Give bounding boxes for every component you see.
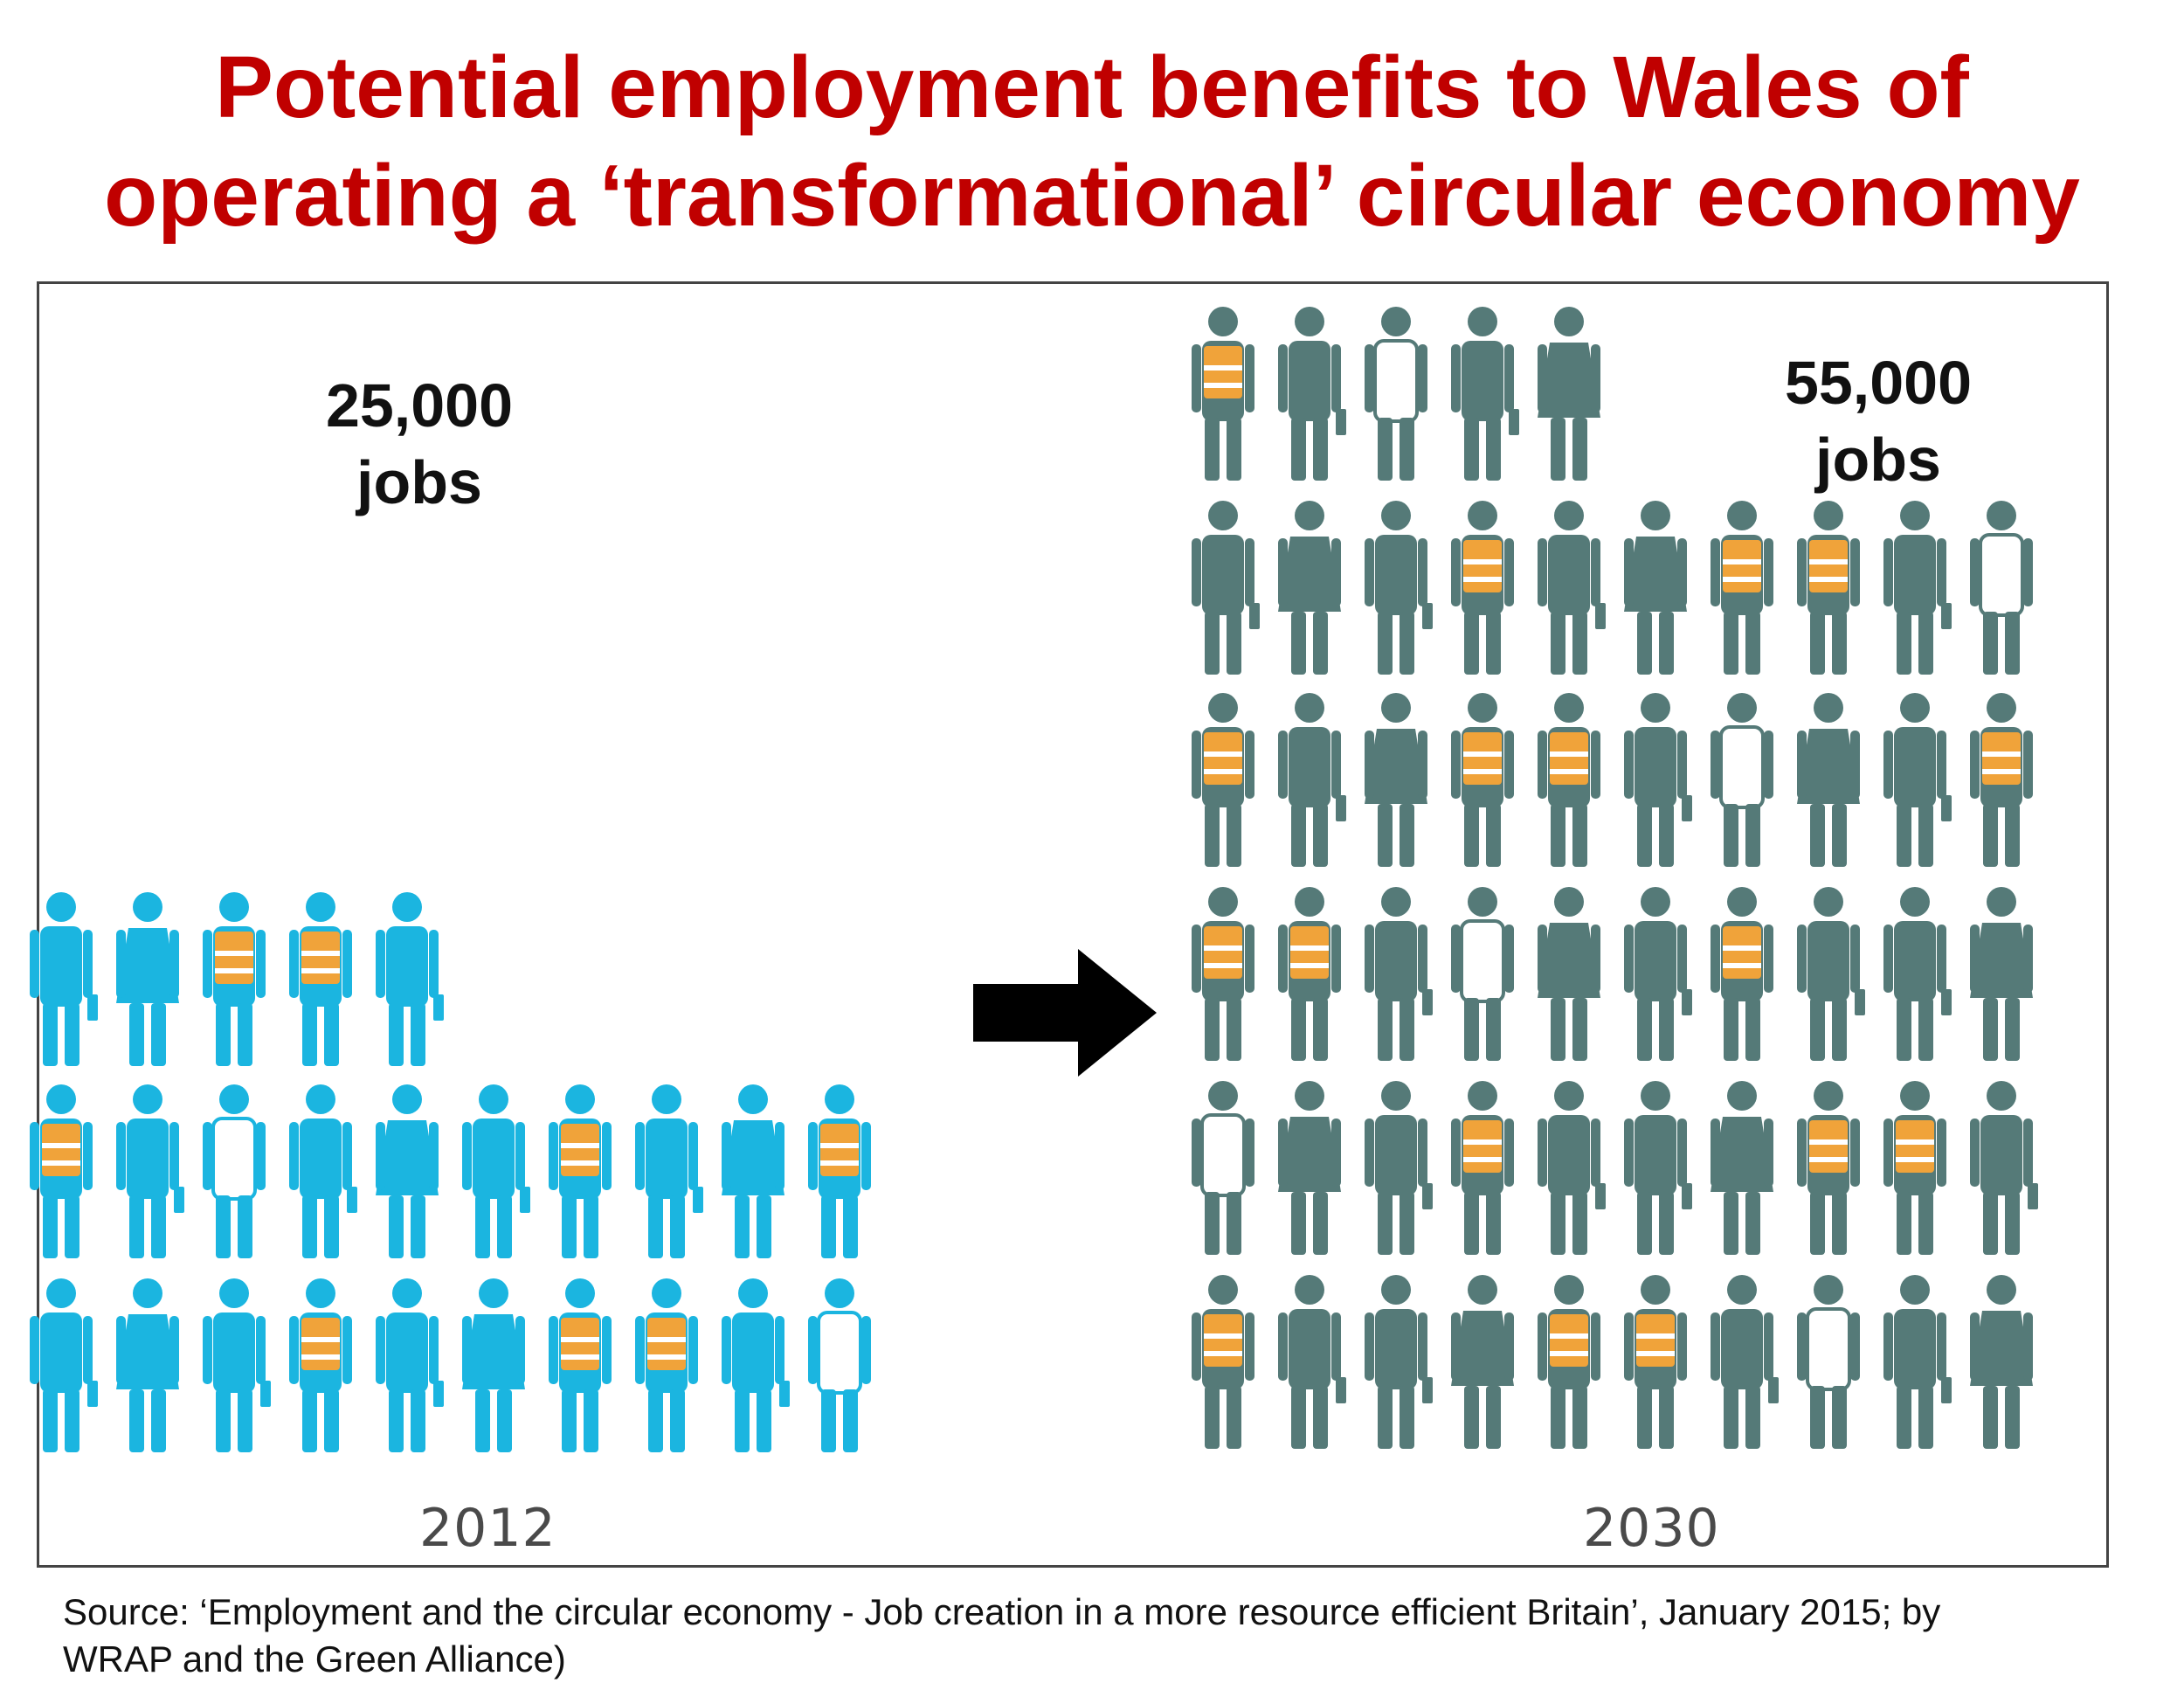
person-icon: [635, 1084, 703, 1258]
person-icon: [1883, 887, 1952, 1061]
source-line1: Source: ‘Employment and the circular eco…: [63, 1591, 1941, 1632]
person-icon: [1192, 887, 1254, 1061]
person-icon: [635, 1278, 698, 1452]
person-icon: [1451, 887, 1514, 1061]
person-icon: [1624, 693, 1692, 867]
person-icon: [1624, 501, 1687, 675]
person-icon: [1538, 501, 1606, 675]
person-icon: [203, 1278, 271, 1452]
person-icon: [1624, 887, 1692, 1061]
person-icon: [462, 1084, 530, 1258]
person-icon: [1711, 693, 1773, 867]
person-icon: [1711, 887, 1773, 1061]
person-icon: [116, 1278, 179, 1452]
source-line2: WRAP and the Green Alliance): [63, 1638, 566, 1680]
person-icon: [1365, 693, 1427, 867]
pictogram-figures: [30, 307, 2038, 1452]
person-icon: [1538, 307, 1600, 481]
person-icon: [376, 1278, 444, 1452]
person-icon: [1883, 1081, 1946, 1255]
jobs-unit-2030: jobs: [1815, 426, 1941, 494]
person-icon: [1451, 307, 1519, 481]
person-icon: [1970, 693, 2033, 867]
person-icon: [1451, 693, 1514, 867]
person-icon: [30, 1084, 93, 1258]
person-icon: [1883, 501, 1952, 675]
person-icon: [1278, 693, 1346, 867]
person-icon: [1192, 1081, 1254, 1255]
person-icon: [1192, 307, 1254, 481]
person-icon: [1624, 1081, 1692, 1255]
person-icon: [203, 892, 266, 1066]
person-icon: [1192, 1275, 1254, 1449]
person-icon: [1970, 1275, 2033, 1449]
person-icon: [1278, 887, 1341, 1061]
jobs-label-2012: 25,000 jobs: [288, 367, 550, 521]
person-icon: [1365, 1275, 1433, 1449]
right-arrow-icon: [973, 949, 1157, 1077]
person-icon: [722, 1278, 790, 1452]
person-icon: [1538, 693, 1600, 867]
person-icon: [116, 892, 179, 1066]
person-icon: [116, 1084, 184, 1258]
person-icon: [376, 892, 444, 1066]
person-icon: [549, 1278, 612, 1452]
person-icon: [1192, 693, 1254, 867]
jobs-label-2030: 55,000 jobs: [1747, 344, 2009, 498]
person-icon: [1883, 693, 1952, 867]
person-icon: [1797, 1081, 1860, 1255]
person-icon: [1624, 1275, 1687, 1449]
jobs-unit-2012: jobs: [356, 448, 482, 516]
person-icon: [1451, 501, 1514, 675]
person-icon: [1797, 887, 1865, 1061]
person-icon: [1278, 1275, 1346, 1449]
person-icon: [549, 1084, 612, 1258]
person-icon: [1538, 887, 1600, 1061]
year-label-2030: 2030: [1583, 1498, 1720, 1559]
person-icon: [1278, 501, 1341, 675]
person-icon: [808, 1278, 871, 1452]
year-label-2012: 2012: [419, 1498, 556, 1559]
person-icon: [1797, 1275, 1860, 1449]
jobs-count-2030: 55,000: [1784, 349, 1973, 417]
person-icon: [1711, 501, 1773, 675]
source-note: Source: ‘Employment and the circular eco…: [63, 1589, 2142, 1683]
person-icon: [1278, 1081, 1341, 1255]
chart-title: Potential employment benefits to Wales o…: [0, 33, 2184, 250]
person-icon: [722, 1084, 784, 1258]
person-icon: [1883, 1275, 1952, 1449]
person-icon: [1970, 887, 2033, 1061]
person-icon: [30, 892, 98, 1066]
person-icon: [1970, 501, 2033, 675]
person-icon: [30, 1278, 98, 1452]
person-icon: [1365, 1081, 1433, 1255]
person-icon: [1797, 693, 1860, 867]
person-icon: [1192, 501, 1260, 675]
person-icon: [462, 1278, 525, 1452]
person-icon: [1451, 1275, 1514, 1449]
person-icon: [1711, 1081, 1773, 1255]
person-icon: [289, 1278, 352, 1452]
person-icon: [808, 1084, 871, 1258]
person-icon: [1970, 1081, 2038, 1255]
person-icon: [376, 1084, 439, 1258]
person-icon: [1451, 1081, 1514, 1255]
person-icon: [1538, 1275, 1600, 1449]
person-icon: [1365, 887, 1433, 1061]
chart-title-line1: Potential employment benefits to Wales o…: [215, 38, 1969, 136]
person-icon: [289, 1084, 357, 1258]
person-icon: [289, 892, 352, 1066]
person-icon: [1538, 1081, 1606, 1255]
person-icon: [1365, 501, 1433, 675]
person-icon: [1797, 501, 1860, 675]
person-icon: [1278, 307, 1346, 481]
person-icon: [1365, 307, 1427, 481]
person-icon: [203, 1084, 266, 1258]
jobs-count-2012: 25,000: [325, 371, 514, 440]
person-icon: [1711, 1275, 1779, 1449]
chart-title-line2: operating a ‘transformational’ circular …: [104, 147, 2080, 245]
